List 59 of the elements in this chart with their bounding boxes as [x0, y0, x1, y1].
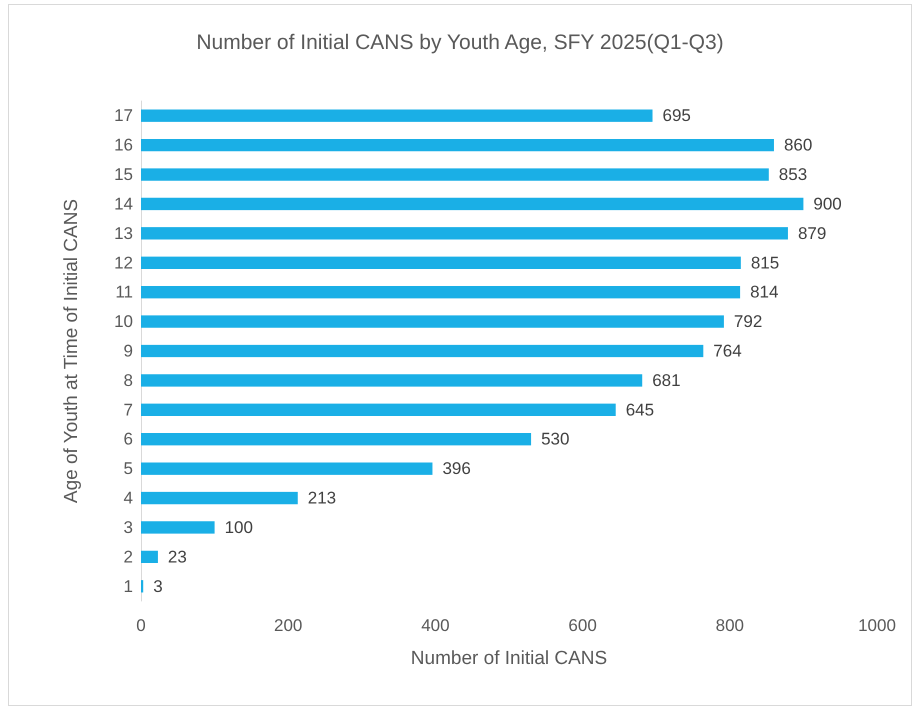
y-tick-label: 11: [115, 282, 133, 302]
bar: [141, 344, 704, 358]
data-label: 3: [153, 576, 163, 596]
data-label: 695: [662, 106, 691, 126]
bar: [141, 110, 653, 122]
y-tick-label: 3: [124, 518, 133, 537]
y-tick-label: 8: [124, 370, 133, 390]
x-tick-label: 600: [568, 616, 597, 635]
data-label: 879: [798, 224, 826, 243]
y-tick-label: 14: [114, 194, 133, 214]
y-tick-label: 10: [114, 312, 133, 332]
y-tick-label: 15: [114, 165, 133, 184]
data-label: 860: [784, 136, 812, 155]
y-tick-label: 12: [114, 253, 133, 272]
data-label: 900: [813, 194, 842, 214]
bar: [141, 315, 724, 328]
data-label: 853: [778, 165, 808, 184]
bar: [141, 168, 769, 181]
data-label: 213: [308, 488, 336, 508]
y-tick-label: 1: [124, 576, 133, 596]
data-label: 681: [652, 370, 681, 390]
data-label: 792: [734, 312, 762, 332]
data-label: 530: [541, 430, 570, 449]
x-tick-label: 800: [716, 616, 744, 635]
x-tick-label: 200: [274, 616, 302, 635]
bar: [141, 286, 740, 298]
data-label: 396: [442, 459, 471, 478]
y-tick-label: 4: [124, 488, 133, 508]
x-axis-title: Number of Initial CANS: [410, 648, 608, 669]
y-tick-label: 17: [114, 106, 133, 126]
y-tick-label: 16: [114, 136, 133, 155]
y-tick-label: 7: [124, 400, 133, 420]
bar: [141, 138, 774, 152]
bar: [141, 256, 741, 269]
y-tick-label: 9: [124, 342, 133, 360]
y-tick-label: 5: [124, 459, 133, 478]
data-label: 645: [626, 400, 654, 420]
bar: [141, 433, 532, 446]
x-tick-label: 400: [421, 616, 450, 635]
x-tick-label: 1000: [858, 616, 896, 635]
bar: [141, 374, 642, 387]
y-axis-title: Age of Youth at Time of Initial CANS: [61, 198, 82, 504]
data-label: 814: [750, 282, 778, 302]
y-tick-label: 2: [124, 547, 133, 566]
data-label: 23: [168, 547, 187, 566]
bar: [141, 198, 804, 210]
data-label: 764: [713, 342, 742, 360]
bar: [141, 404, 616, 416]
bar: [141, 227, 788, 240]
bar: [141, 462, 432, 475]
bar: [141, 521, 215, 534]
x-tick-label: 0: [136, 616, 146, 635]
y-tick-label: 6: [124, 430, 133, 449]
chart-title: Number of Initial CANS by Youth Age, SFY 2025(Q1-Q3): [196, 31, 724, 54]
y-tick-label: 13: [114, 224, 133, 243]
data-label: 100: [224, 518, 253, 537]
data-label: 815: [750, 253, 780, 272]
bar: [141, 550, 158, 564]
bar: [141, 492, 298, 504]
